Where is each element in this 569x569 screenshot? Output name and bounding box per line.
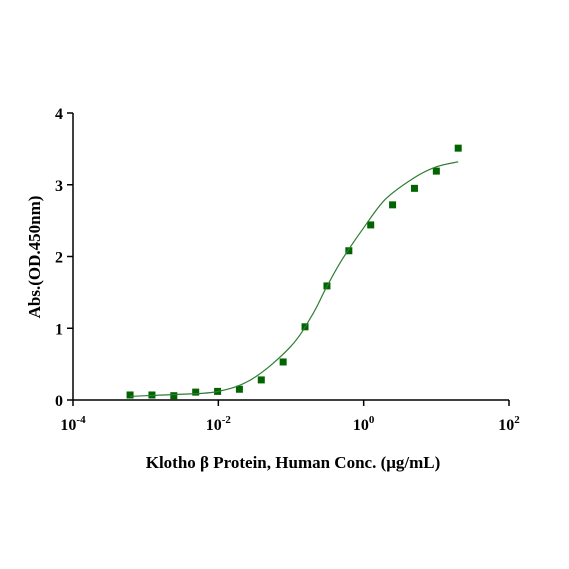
- x-axis-label: Klotho β Protein, Human Conc. (μg/mL): [146, 453, 441, 472]
- x-tick-label: 10-4: [60, 414, 86, 434]
- y-tick-label: 3: [55, 178, 63, 195]
- data-point: [257, 376, 265, 384]
- y-tick-label: 4: [55, 106, 63, 123]
- x-tick-label: 10-2: [206, 414, 232, 434]
- data-point: [192, 388, 200, 396]
- data-point: [389, 201, 397, 209]
- data-point: [454, 144, 462, 152]
- y-tick-label: 2: [55, 250, 63, 267]
- data-point: [432, 167, 440, 175]
- data-point: [235, 385, 243, 393]
- fit-curve: [130, 161, 459, 398]
- data-point: [367, 221, 375, 229]
- x-tick-label: 102: [498, 414, 520, 434]
- x-tick-label: 100: [353, 414, 375, 434]
- y-tick-label: 0: [55, 393, 63, 410]
- data-point: [279, 358, 287, 366]
- y-axis-label: Abs.(OD.450nm): [25, 196, 44, 319]
- data-point: [126, 391, 134, 399]
- y-tick-label: 1: [55, 321, 63, 338]
- data-point: [170, 392, 178, 400]
- data-point: [345, 247, 353, 255]
- data-point: [410, 184, 418, 192]
